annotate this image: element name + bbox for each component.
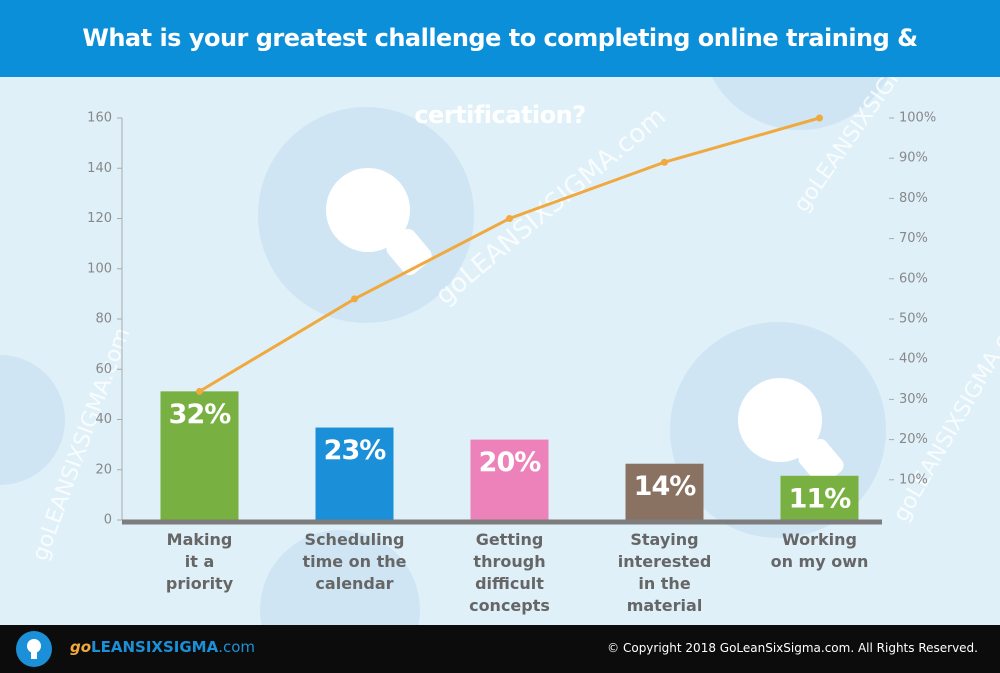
bar-value-label: 23% [324,435,387,466]
y2-tick-label: 40% [899,352,928,367]
y-tick-label: 100 [87,261,112,276]
logo-brand: LEANSIXSIGMA [91,638,219,656]
bar-value-label: 11% [789,483,852,514]
x-tick-label: Getting through difficult concepts [469,530,550,615]
logo-icon [16,631,52,667]
copyright: © Copyright 2018 GoLeanSixSigma.com. All… [607,641,978,655]
y-tick-label: 20 [95,462,112,477]
line-point [351,295,358,303]
logo: goLEANSIXSIGMA.com [70,638,255,656]
watermark: goLEANSIXSIGMA.com [889,301,1000,526]
y2-tick-label: 60% [899,271,928,286]
y-tick-label: 40 [95,412,112,427]
x-tick-label: Staying interested in the material [617,530,712,615]
bar-value-label: 14% [634,471,697,502]
y2-tick-label: 30% [899,392,928,407]
bar [160,391,239,520]
x-tick-label: Scheduling time on the calendar [302,530,407,593]
y-tick-label: 140 [87,161,112,176]
bar-value-label: 20% [479,447,542,478]
y-tick-label: 120 [87,211,112,226]
bar [625,463,704,520]
logo-suffix: .com [218,638,256,656]
line-point [816,114,823,122]
bar-value-label: 32% [169,399,232,430]
y2-tick-label: 10% [899,472,928,487]
y-tick-label: 0 [104,513,112,528]
y2-tick-label: 70% [899,231,928,246]
line-point [196,387,203,395]
header-title: What is your greatest challenge to compl… [0,0,1000,129]
footer: goLEANSIXSIGMA.com © Copyright 2018 GoLe… [0,625,1000,673]
y2-tick-label: 20% [899,432,928,447]
bar [470,439,549,520]
x-tick-label: Working on my own [770,530,869,571]
y2-tick-label: 90% [899,151,928,166]
y2-tick-label: 80% [899,191,928,206]
line-point [661,158,668,166]
x-tick-label: Making it a priority [165,530,234,593]
y2-tick-label: 50% [899,312,928,327]
logo-go: go [70,638,92,656]
y2-tick-label: 100% [899,111,936,126]
bar [315,427,394,520]
y-tick-label: 60 [95,362,112,377]
y-tick-label: 160 [87,111,112,126]
line-point [506,215,513,222]
bar [780,475,859,520]
y-tick-label: 80 [95,312,112,327]
